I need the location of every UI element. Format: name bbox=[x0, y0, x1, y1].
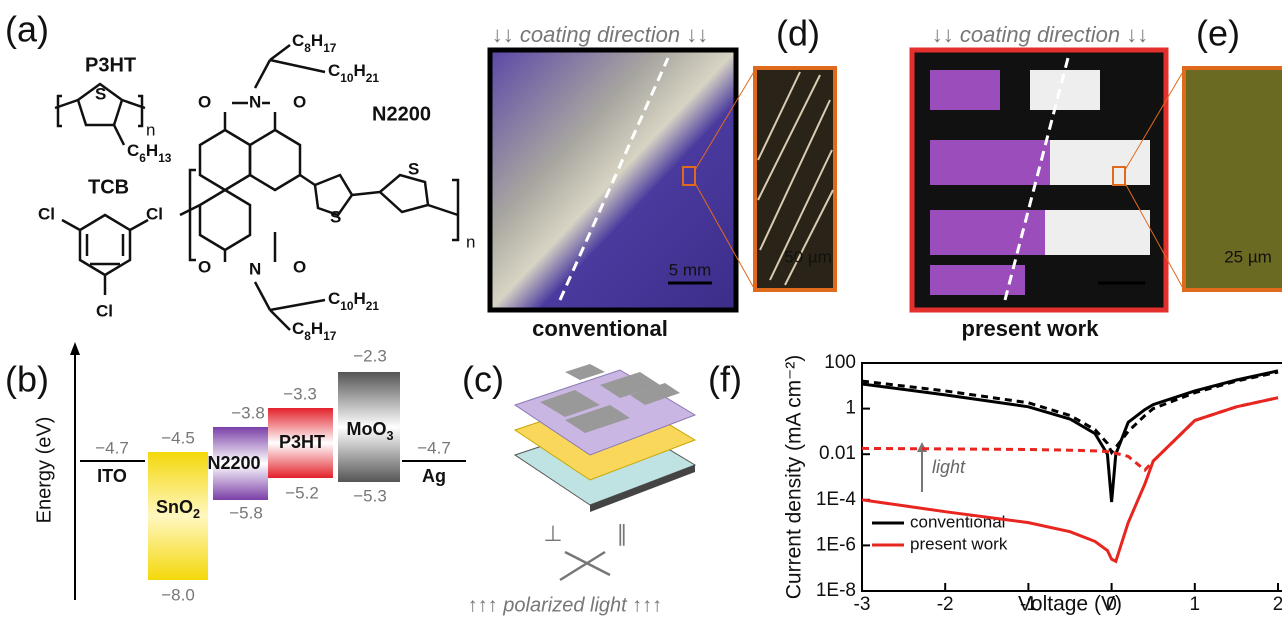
caption: present work bbox=[962, 316, 1100, 341]
atom: Cl bbox=[96, 301, 113, 320]
x-tick-label: -1 bbox=[1020, 594, 1037, 615]
side-chain: C10H21 bbox=[328, 289, 379, 313]
tcb-structure bbox=[62, 215, 148, 295]
side-chain: C10H21 bbox=[328, 61, 379, 85]
y-axis-label: Current density (mA cm⁻²) bbox=[783, 355, 806, 599]
y-tick-label: 1E-8 bbox=[816, 580, 856, 601]
y-tick-label: 1E-4 bbox=[816, 489, 857, 510]
arrow-head bbox=[70, 342, 80, 355]
y-tick-label: 0.01 bbox=[819, 443, 856, 464]
side-chain: C8H17 bbox=[292, 31, 337, 55]
atom: Cl bbox=[38, 204, 55, 223]
molecule-name: TCB bbox=[88, 176, 129, 198]
energy-value: −5.3 bbox=[353, 486, 387, 505]
panel-label: (c) bbox=[462, 359, 504, 400]
atom: S bbox=[408, 159, 419, 178]
panel-label: (f) bbox=[708, 359, 742, 400]
arrow-head bbox=[917, 442, 927, 452]
panel-label: (b) bbox=[5, 359, 49, 400]
polarization-arrows bbox=[560, 552, 610, 580]
y-tick-label: 1E-6 bbox=[816, 534, 856, 555]
symbol: ∥ bbox=[617, 521, 628, 546]
side-chain: C8H17 bbox=[292, 319, 337, 343]
material: N2200 bbox=[207, 453, 260, 473]
atom: O bbox=[198, 92, 211, 111]
material: P3HT bbox=[279, 432, 325, 452]
symbol: ⊥ bbox=[543, 521, 562, 546]
energy-value: −8.0 bbox=[161, 585, 195, 604]
repeat-unit: n bbox=[466, 232, 475, 251]
x-tick-label: -2 bbox=[937, 594, 954, 615]
energy-value: −5.8 bbox=[229, 503, 263, 522]
scale-label: 25 µm bbox=[1224, 247, 1272, 266]
energy-value: −3.8 bbox=[231, 403, 265, 422]
atom: N bbox=[249, 259, 261, 278]
scale-label: 5 mm bbox=[1100, 260, 1143, 279]
energy-value: −4.7 bbox=[95, 438, 129, 457]
material: ITO bbox=[97, 466, 127, 486]
axis-label: Energy (eV) bbox=[33, 417, 55, 524]
repeat-unit: n bbox=[146, 120, 155, 139]
energy-levels bbox=[80, 372, 466, 580]
atom: S bbox=[95, 84, 106, 103]
light-curve bbox=[862, 398, 1278, 470]
direction-label: ↓↓ coating direction ↓↓ bbox=[932, 22, 1148, 47]
atom: N bbox=[249, 92, 261, 111]
legend-label: conventional bbox=[910, 512, 1005, 531]
atom: O bbox=[293, 92, 306, 111]
energy-value: −5.2 bbox=[285, 483, 319, 502]
atom: Cl bbox=[146, 204, 163, 223]
dark-curve bbox=[862, 371, 1278, 502]
y-tick-label: 1 bbox=[845, 398, 856, 419]
atom: O bbox=[293, 257, 306, 276]
molecule-name: P3HT bbox=[85, 54, 136, 76]
device-stack bbox=[515, 364, 695, 512]
side-chain: C6H13 bbox=[127, 141, 172, 165]
n2200-structure bbox=[180, 45, 458, 330]
x-tick-label: 1 bbox=[1190, 594, 1201, 615]
scale-label: 50 µm bbox=[784, 247, 832, 266]
panel-label: (d) bbox=[776, 13, 820, 54]
x-tick-label: -3 bbox=[854, 594, 871, 615]
legend-label: present work bbox=[910, 534, 1008, 553]
x-tick-label: 2 bbox=[1273, 594, 1282, 615]
material: Ag bbox=[422, 466, 446, 486]
caption: conventional bbox=[532, 316, 668, 341]
plot-frame bbox=[862, 363, 1282, 591]
y-tick-label: 100 bbox=[824, 352, 856, 373]
molecule-name: N2200 bbox=[372, 103, 431, 125]
caption: ↑↑↑ polarized light ↑↑↑ bbox=[468, 594, 663, 616]
direction-label: ↓↓ coating direction ↓↓ bbox=[492, 22, 708, 47]
energy-value: −3.3 bbox=[283, 384, 317, 403]
energy-value: −4.7 bbox=[417, 438, 451, 457]
panel-label: (e) bbox=[1196, 13, 1240, 54]
x-tick-label: 0 bbox=[1106, 594, 1117, 615]
energy-value: −4.5 bbox=[161, 428, 195, 447]
annotation: light bbox=[932, 457, 966, 477]
panel-label: (a) bbox=[5, 9, 49, 50]
atom: O bbox=[198, 257, 211, 276]
figure: (a) P3HT S n C6H13 TCB Cl Cl Cl N2200 O … bbox=[0, 0, 1282, 619]
atom: S bbox=[330, 207, 341, 226]
energy-value: −2.3 bbox=[353, 346, 387, 365]
scale-label: 5 mm bbox=[669, 260, 712, 279]
